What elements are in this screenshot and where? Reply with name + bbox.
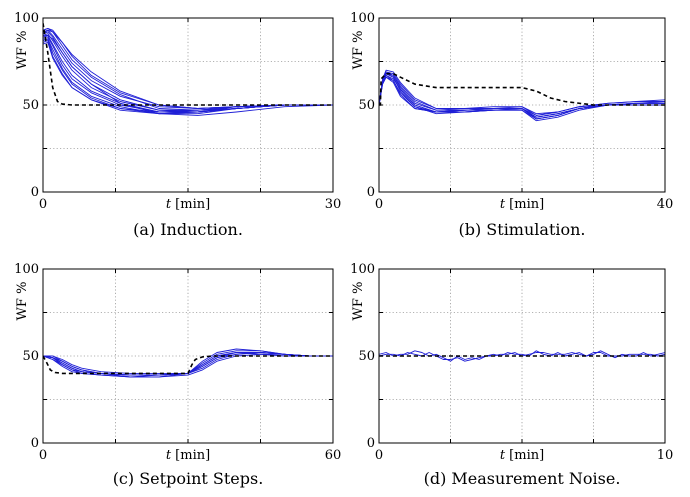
- x-axis-label-var: t: [500, 448, 506, 463]
- y-tick-label: 100: [350, 262, 375, 277]
- y-tick-label: 100: [14, 11, 39, 26]
- chart-panel-1: 0 50 100 0 30 t [min] WF % (a) Induction.: [14, 11, 341, 239]
- x-axis-label-unit: [min]: [171, 197, 210, 212]
- x-axis-label: t [min]: [500, 197, 544, 212]
- y-tick-label: 0: [31, 436, 39, 451]
- y-tick-label: 100: [350, 11, 375, 26]
- x-axis-label-var: t: [166, 197, 172, 212]
- x-axis-label-unit: [min]: [505, 448, 544, 463]
- y-axis-label: WF %: [351, 31, 366, 70]
- panel-caption: (a) Induction.: [133, 220, 243, 239]
- series-line-2: [379, 71, 665, 116]
- plot-area: [43, 23, 333, 116]
- y-tick-label: 50: [358, 98, 375, 113]
- x-tick-label: 60: [325, 448, 342, 463]
- y-tick-label: 50: [22, 98, 39, 113]
- chart-panel-4: 0 50 100 0 10 t [min] WF % (d) Measurement Nois…: [350, 262, 673, 488]
- x-axis-label: t [min]: [166, 197, 210, 212]
- y-tick-label: 100: [14, 262, 39, 277]
- chart-panel-3: 0 50 100 0 60 t [min] WF % (c) Setpoint Steps.: [14, 262, 341, 488]
- panel-caption: (d) Measurement Noise.: [424, 469, 621, 488]
- series-line-2: [379, 352, 665, 362]
- setpoint-line: [379, 72, 665, 106]
- plot-area: [379, 350, 665, 362]
- x-axis-label-unit: [min]: [505, 197, 544, 212]
- plot-area: [43, 348, 333, 378]
- series-line-8: [43, 353, 333, 378]
- x-axis-label-unit: [min]: [171, 448, 210, 463]
- series-line-7: [43, 352, 333, 376]
- y-tick-label: 50: [22, 349, 39, 364]
- axes-frame: [42, 268, 334, 444]
- y-axis-label: WF %: [15, 31, 30, 70]
- setpoint-line: [43, 355, 333, 375]
- setpoint-line: [43, 23, 333, 106]
- series-line-9: [43, 40, 333, 115]
- x-tick-label: 0: [375, 197, 383, 212]
- y-axis-label: WF %: [351, 282, 366, 321]
- x-axis-label-var: t: [500, 197, 506, 212]
- x-tick-label: 10: [657, 448, 674, 463]
- y-tick-label: 0: [367, 436, 375, 451]
- x-axis-label-var: t: [166, 448, 172, 463]
- y-axis-label: WF %: [15, 282, 30, 321]
- x-tick-label: 0: [375, 448, 383, 463]
- series-line-10: [379, 73, 665, 120]
- series-line-13: [43, 34, 333, 116]
- axes-frame: [42, 17, 334, 193]
- x-axis-label: t [min]: [500, 448, 544, 463]
- x-tick-label: 40: [657, 197, 674, 212]
- y-tick-label: 50: [358, 349, 375, 364]
- axes-frame: [378, 268, 666, 444]
- series-line-5: [43, 348, 333, 374]
- x-tick-label: 30: [325, 197, 342, 212]
- chart-panel-2: 0 50 100 0 40 t [min] WF % (b) Stimulation.: [350, 11, 673, 239]
- panel-caption: (b) Stimulation.: [458, 220, 585, 239]
- x-tick-label: 0: [39, 197, 47, 212]
- axes-frame: [378, 17, 666, 193]
- x-tick-label: 0: [39, 448, 47, 463]
- plot-area: [379, 69, 665, 122]
- y-tick-label: 0: [367, 185, 375, 200]
- series-line-12: [43, 29, 333, 109]
- panel-caption: (c) Setpoint Steps.: [113, 469, 264, 488]
- y-tick-label: 0: [31, 185, 39, 200]
- x-axis-label: t [min]: [166, 448, 210, 463]
